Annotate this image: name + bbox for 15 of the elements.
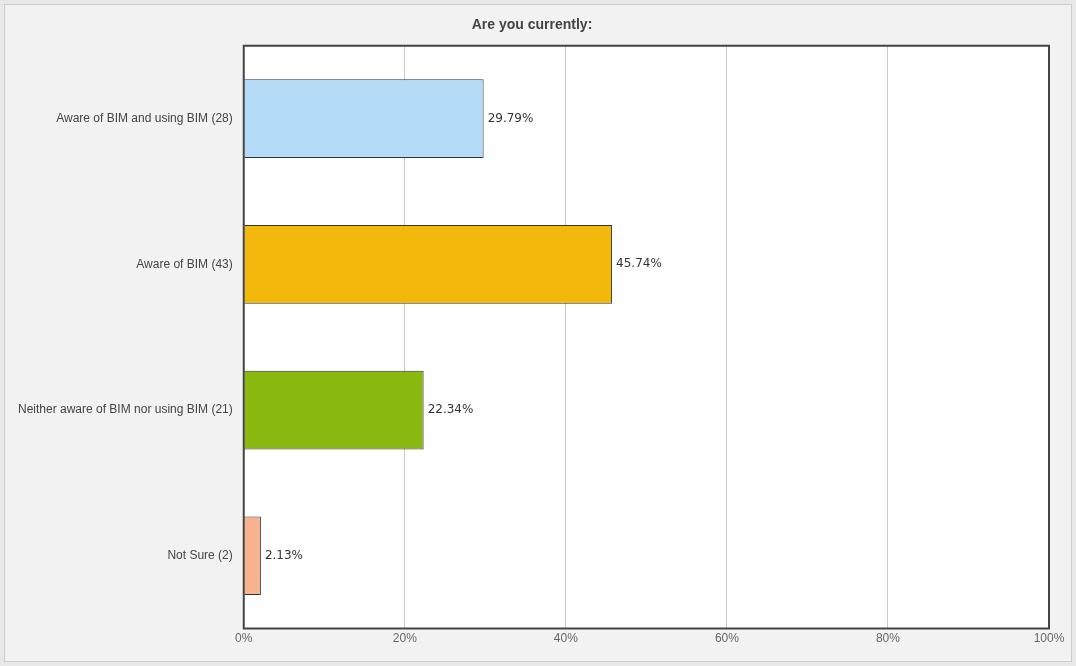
data-label: 22.34%: [427, 402, 474, 417]
chart-title: Are you currently:: [471, 16, 593, 33]
data-label: 2.13%: [264, 547, 304, 562]
x-tick-label: 80%: [875, 631, 901, 646]
y-tick-label: Neither aware of BIM nor using BIM (21): [17, 402, 233, 417]
y-tick-label: Aware of BIM and using BIM (28): [56, 110, 233, 125]
x-tick-label: 40%: [553, 631, 579, 646]
y-tick-label: Aware of BIM (43): [136, 256, 233, 271]
x-tick-label: 100%: [1033, 631, 1065, 646]
data-label: 29.79%: [487, 110, 534, 125]
x-tick-label: 0%: [235, 631, 253, 646]
y-tick-label: Not Sure (2): [167, 548, 233, 563]
data-label: 45.74%: [616, 256, 662, 271]
x-tick-label: 60%: [714, 631, 740, 646]
x-tick-label: 20%: [392, 631, 418, 646]
